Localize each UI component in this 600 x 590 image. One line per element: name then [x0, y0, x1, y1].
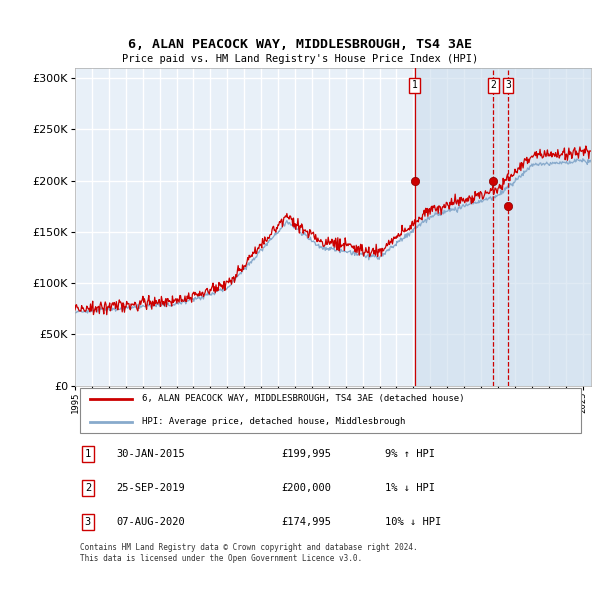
Text: 1: 1 [412, 80, 418, 90]
Text: 2: 2 [490, 80, 496, 90]
Bar [415, 68, 591, 385]
Text: 1: 1 [85, 449, 91, 459]
Text: 1% ↓ HPI: 1% ↓ HPI [385, 483, 434, 493]
Text: £200,000: £200,000 [281, 483, 331, 493]
Text: 25-SEP-2019: 25-SEP-2019 [116, 483, 185, 493]
Text: £174,995: £174,995 [281, 517, 331, 527]
Text: Contains HM Land Registry data © Crown copyright and database right 2024.
This d: Contains HM Land Registry data © Crown c… [80, 543, 418, 563]
Text: 3: 3 [505, 80, 511, 90]
Text: 07-AUG-2020: 07-AUG-2020 [116, 517, 185, 527]
Text: 30-JAN-2015: 30-JAN-2015 [116, 449, 185, 459]
Text: Price paid vs. HM Land Registry's House Price Index (HPI): Price paid vs. HM Land Registry's House … [122, 54, 478, 64]
Text: £199,995: £199,995 [281, 449, 331, 459]
Text: 6, ALAN PEACOCK WAY, MIDDLESBROUGH, TS4 3AE (detached house): 6, ALAN PEACOCK WAY, MIDDLESBROUGH, TS4 … [142, 395, 464, 404]
Text: 10% ↓ HPI: 10% ↓ HPI [385, 517, 441, 527]
Text: 2: 2 [85, 483, 91, 493]
FancyBboxPatch shape [80, 388, 581, 433]
Text: HPI: Average price, detached house, Middlesbrough: HPI: Average price, detached house, Midd… [142, 417, 406, 427]
Text: 9% ↑ HPI: 9% ↑ HPI [385, 449, 434, 459]
Text: 3: 3 [85, 517, 91, 527]
Text: 6, ALAN PEACOCK WAY, MIDDLESBROUGH, TS4 3AE: 6, ALAN PEACOCK WAY, MIDDLESBROUGH, TS4 … [128, 38, 472, 51]
